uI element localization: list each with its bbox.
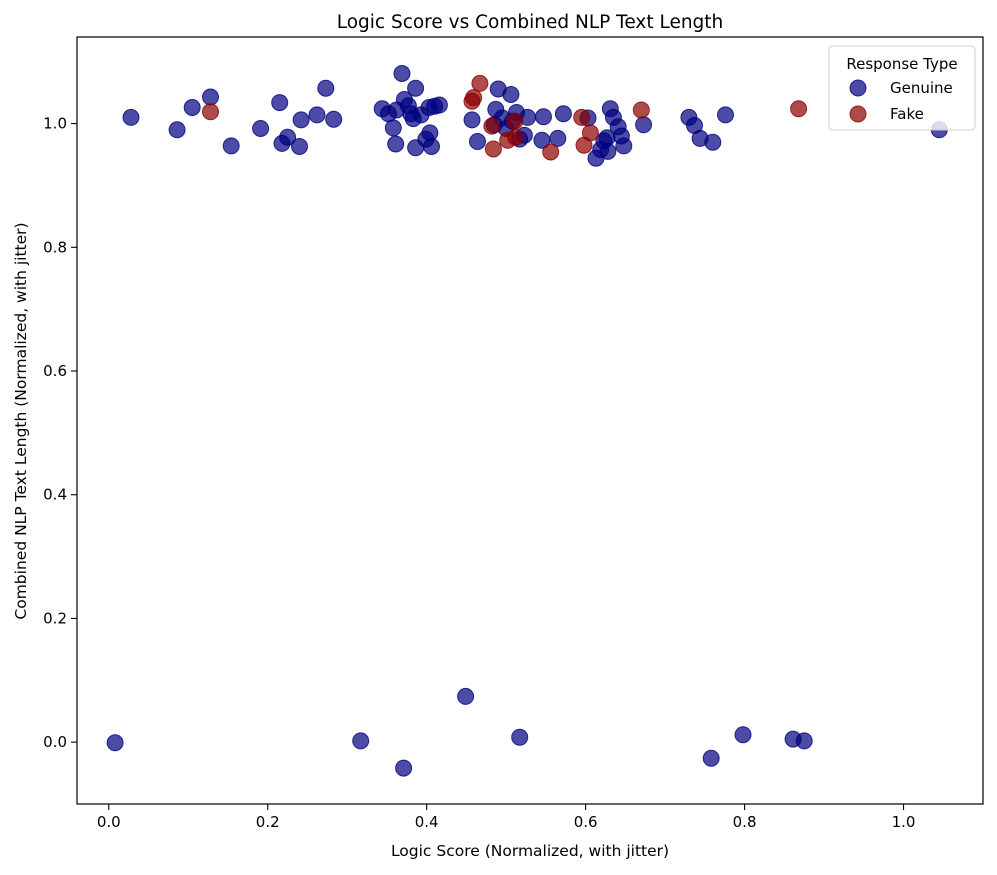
data-point-genuine bbox=[704, 133, 722, 151]
data-point-genuine bbox=[635, 116, 653, 134]
data-point-genuine bbox=[511, 728, 529, 746]
data-point-fake bbox=[581, 124, 599, 142]
legend-marker-genuine bbox=[849, 79, 867, 97]
y-tick-label: 0.6 bbox=[43, 362, 67, 380]
data-point-genuine bbox=[122, 108, 140, 126]
data-point-genuine bbox=[407, 79, 425, 97]
x-tick-label: 0.6 bbox=[574, 813, 598, 831]
data-point-fake bbox=[465, 89, 483, 107]
y-tick-label: 0.8 bbox=[43, 238, 67, 256]
legend: Response Type Genuine Fake bbox=[828, 45, 976, 131]
chart-title: Logic Score vs Combined NLP Text Length bbox=[337, 12, 724, 33]
data-point-genuine bbox=[423, 138, 440, 155]
legend-marker-fake bbox=[849, 105, 867, 123]
data-point-genuine bbox=[202, 88, 219, 106]
y-tick-label: 0.2 bbox=[43, 609, 67, 627]
x-axis: 0.0 0.2 0.4 0.6 0.8 1.0 bbox=[97, 804, 916, 831]
data-point-genuine bbox=[457, 687, 475, 705]
data-point-genuine bbox=[430, 96, 448, 114]
data-point-genuine bbox=[292, 111, 310, 129]
y-axis: 0.0 0.2 0.4 0.6 0.8 1.0 bbox=[43, 115, 77, 751]
data-point-fake bbox=[202, 103, 219, 121]
x-tick-label: 0.8 bbox=[733, 813, 757, 831]
data-point-genuine bbox=[352, 732, 370, 750]
y-tick-label: 0.0 bbox=[43, 733, 67, 751]
data-point-fake bbox=[506, 112, 524, 130]
data-point-genuine bbox=[183, 99, 201, 116]
data-point-fake bbox=[632, 101, 650, 119]
data-point-genuine bbox=[252, 120, 270, 137]
data-point-genuine bbox=[535, 108, 552, 126]
data-point-genuine bbox=[308, 106, 326, 124]
data-point-genuine bbox=[599, 142, 617, 160]
data-point-genuine bbox=[279, 128, 297, 146]
data-point-genuine bbox=[317, 79, 335, 97]
x-tick-label: 0.0 bbox=[97, 813, 121, 831]
data-point-genuine bbox=[549, 129, 567, 147]
legend-label-genuine: Genuine bbox=[890, 79, 953, 97]
data-point-genuine bbox=[222, 137, 240, 155]
data-point-genuine bbox=[463, 111, 481, 129]
data-point-fake bbox=[790, 100, 808, 118]
data-point-genuine bbox=[291, 138, 308, 155]
y-axis-label: Combined NLP Text Length (Normalized, wi… bbox=[12, 222, 30, 619]
x-tick-label: 0.4 bbox=[415, 813, 439, 831]
data-point-fake bbox=[484, 140, 502, 158]
points-layer bbox=[106, 65, 948, 777]
data-point-genuine bbox=[393, 65, 411, 82]
x-tick-label: 1.0 bbox=[892, 813, 916, 831]
y-tick-label: 1.0 bbox=[43, 115, 67, 133]
legend-title: Response Type bbox=[846, 55, 957, 73]
legend-box bbox=[828, 45, 976, 131]
data-point-genuine bbox=[384, 119, 402, 137]
data-point-genuine bbox=[554, 105, 572, 123]
x-axis-label: Logic Score (Normalized, with jitter) bbox=[391, 842, 669, 860]
data-point-genuine bbox=[106, 734, 124, 752]
data-point-genuine bbox=[387, 135, 405, 153]
data-point-genuine bbox=[395, 759, 413, 777]
data-point-genuine bbox=[717, 106, 734, 124]
data-point-fake bbox=[471, 74, 489, 92]
data-point-genuine bbox=[734, 726, 752, 744]
data-point-fake bbox=[542, 143, 560, 161]
data-point-fake bbox=[483, 117, 501, 135]
y-tick-label: 0.4 bbox=[43, 486, 67, 504]
data-point-genuine bbox=[469, 133, 486, 150]
data-point-genuine bbox=[795, 732, 813, 750]
x-tick-label: 0.2 bbox=[256, 813, 280, 831]
data-point-genuine bbox=[502, 86, 520, 103]
data-point-fake bbox=[507, 128, 525, 146]
data-point-genuine bbox=[615, 137, 633, 155]
data-point-genuine bbox=[271, 94, 289, 112]
data-point-genuine bbox=[168, 121, 186, 139]
data-point-fake bbox=[573, 108, 591, 126]
plot-frame bbox=[76, 36, 984, 805]
data-point-genuine bbox=[702, 749, 720, 767]
data-point-genuine bbox=[325, 110, 343, 128]
legend-label-fake: Fake bbox=[890, 105, 924, 123]
